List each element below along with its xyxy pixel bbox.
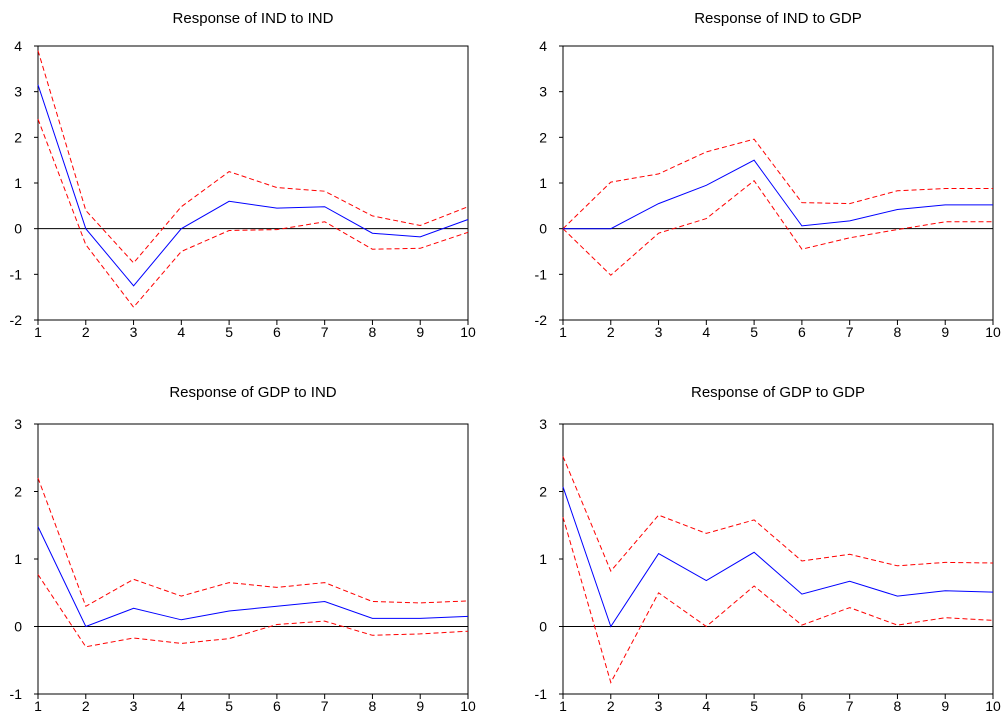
x-tick-label: 7	[321, 698, 329, 714]
x-tick-label: 7	[846, 698, 854, 714]
confidence-band-line	[37, 118, 469, 308]
confidence-band-line	[562, 516, 994, 684]
y-tick-label: 0	[539, 619, 547, 635]
confidence-band-line	[562, 179, 993, 276]
response-line	[562, 486, 994, 628]
y-tick-label: 2	[539, 129, 547, 145]
x-tick-label: 1	[34, 324, 42, 340]
y-tick-label: 2	[14, 484, 22, 500]
x-tick-label: 8	[369, 324, 377, 340]
y-tick-label: -1	[535, 266, 548, 282]
x-tick-label: 9	[941, 324, 949, 340]
x-tick-label: 3	[130, 698, 138, 714]
x-tick-label: 4	[177, 324, 185, 340]
y-tick-label: -2	[10, 312, 23, 328]
chart-title: Response of IND to GDP	[694, 10, 862, 27]
y-tick-label: -1	[535, 686, 548, 702]
x-tick-label: 6	[798, 698, 806, 714]
x-tick-label: 5	[225, 324, 233, 340]
y-tick-label: 0	[539, 221, 547, 237]
chart-title: Response of GDP to GDP	[691, 384, 865, 401]
y-tick-label: 3	[14, 84, 22, 100]
chart-title: Response of GDP to IND	[169, 384, 336, 401]
panel-gdp-to-ind: Response of GDP to IND -1 0 1 2 3 1 2 3 4 5 6 7 8 9 10	[10, 384, 476, 714]
y-tick-label: 2	[539, 484, 547, 500]
x-tick-label: 1	[559, 698, 567, 714]
x-tick-label: 5	[225, 698, 233, 714]
response-line	[563, 159, 993, 230]
x-tick-label: 5	[750, 698, 758, 714]
plot-frame	[562, 423, 994, 695]
y-tick-label: 1	[14, 551, 22, 567]
y-tick-label: -1	[10, 266, 23, 282]
y-tick-label: -2	[535, 312, 548, 328]
panel-gdp-to-gdp: Response of GDP to GDP -1 0 1 2 3 1 2 3 4 5 6 7 8 9 10	[535, 384, 1001, 714]
x-tick-label: 2	[82, 698, 90, 714]
x-tick-label: 8	[894, 698, 902, 714]
x-tick-label: 3	[655, 324, 663, 340]
y-tick-label: 2	[14, 129, 22, 145]
x-tick-label: 10	[985, 324, 1001, 340]
confidence-band-line	[37, 50, 469, 264]
x-tick-label: 3	[130, 324, 138, 340]
confidence-band-line	[37, 574, 469, 648]
confidence-band-line	[562, 456, 994, 573]
plot-frame	[562, 45, 994, 321]
x-tick-label: 7	[321, 324, 329, 340]
y-tick-label: 0	[14, 221, 22, 237]
confidence-band-line	[562, 138, 993, 230]
x-tick-label: 3	[655, 698, 663, 714]
y-tick-label: 1	[539, 551, 547, 567]
x-tick-label: 10	[985, 698, 1001, 714]
panel-ind-to-ind: Response of IND to IND -2 -1 0 1 2 3 4 1 2 3 4 5 6 7 8 9…	[10, 10, 476, 340]
x-tick-label: 4	[177, 698, 185, 714]
x-tick-label: 5	[750, 324, 758, 340]
y-tick-label: 0	[14, 619, 22, 635]
y-tick-label: 3	[539, 84, 547, 100]
panel-ind-to-gdp: Response of IND to GDP -2 -1 0 1 2 3 4 1 2 3 4 5 6 7 8 9…	[535, 10, 1001, 340]
y-tick-label: 4	[539, 38, 547, 54]
confidence-band-line	[37, 477, 469, 608]
x-tick-label: 9	[941, 698, 949, 714]
x-tick-label: 2	[82, 324, 90, 340]
x-tick-label: 9	[416, 698, 424, 714]
x-tick-label: 1	[559, 324, 567, 340]
y-tick-label: 1	[14, 175, 22, 191]
x-tick-label: 9	[416, 324, 424, 340]
x-tick-label: 7	[846, 324, 854, 340]
x-tick-label: 10	[460, 324, 476, 340]
plot-frame	[37, 423, 469, 695]
x-tick-label: 6	[798, 324, 806, 340]
x-tick-label: 2	[607, 324, 615, 340]
y-tick-label: -1	[10, 686, 23, 702]
y-tick-label: 3	[14, 416, 22, 432]
x-tick-label: 8	[894, 324, 902, 340]
x-tick-label: 2	[607, 698, 615, 714]
x-tick-label: 4	[702, 324, 710, 340]
response-line	[37, 526, 469, 628]
x-tick-label: 8	[369, 698, 377, 714]
response-line	[37, 84, 469, 287]
x-tick-label: 10	[460, 698, 476, 714]
plot-frame	[37, 45, 469, 321]
x-tick-label: 6	[273, 698, 281, 714]
x-tick-label: 6	[273, 324, 281, 340]
y-tick-label: 3	[539, 416, 547, 432]
y-tick-label: 4	[14, 38, 22, 54]
chart-title: Response of IND to IND	[173, 10, 334, 27]
y-tick-label: 1	[539, 175, 547, 191]
x-tick-label: 1	[34, 698, 42, 714]
x-tick-label: 4	[702, 698, 710, 714]
